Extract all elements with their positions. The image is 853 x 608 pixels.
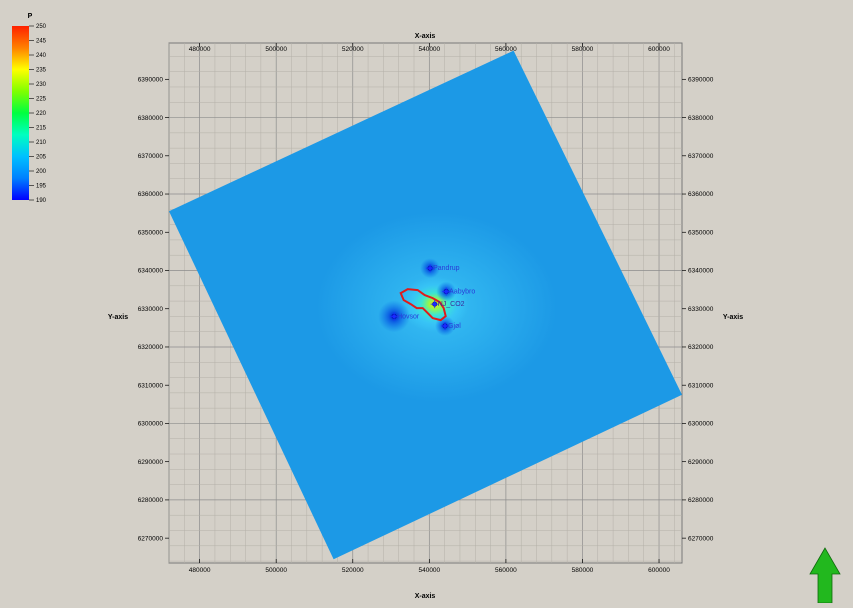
- colorbar-title: P: [28, 13, 33, 20]
- well-marker[interactable]: NJ_CO2: [430, 300, 465, 309]
- wells-layer: Pandrup Aabybro NJ_CO2 Gjøl Hovsor: [390, 264, 475, 330]
- y-tick-label: 6270000: [138, 535, 164, 542]
- colorbar-ticks: 250 245 240 235 230 225 220 215 210 205 200 195 190: [29, 24, 47, 204]
- colorbar-tick-label: 200: [36, 169, 47, 175]
- y-tick-label: 6340000: [138, 268, 164, 275]
- well-label: NJ_CO2: [438, 301, 465, 308]
- y-tick-label: 6320000: [138, 344, 164, 351]
- y-tick-label: 6280000: [138, 497, 164, 504]
- y-tick-label: 6390000: [688, 77, 714, 84]
- y-tick-label: 6330000: [688, 306, 714, 313]
- x-tick-label: 600000: [648, 567, 670, 574]
- y-axis-label-left: Y-axis: [108, 314, 128, 321]
- colorbar-tick-label: 230: [36, 82, 47, 88]
- y-tick-label: 6370000: [138, 153, 164, 160]
- y-tick-label: 6350000: [138, 229, 164, 236]
- y-tick-label: 6270000: [688, 535, 714, 542]
- x-tick-label: 540000: [418, 46, 440, 53]
- y-tick-label: 6300000: [138, 421, 164, 428]
- y-tick-label: 6290000: [688, 459, 714, 466]
- x-tick-label: 500000: [265, 567, 287, 574]
- x-tick-label: 580000: [572, 567, 594, 574]
- x-tick-label: 480000: [189, 46, 211, 53]
- x-tick-label: 540000: [418, 567, 440, 574]
- y-tick-label: 6300000: [688, 421, 714, 428]
- y-tick-label: 6290000: [138, 459, 164, 466]
- colorbar-tick-label: 215: [36, 126, 47, 132]
- well-marker[interactable]: Gjøl: [441, 321, 461, 330]
- colorbar-tick-label: 235: [36, 68, 47, 74]
- colorbar-tick-label: 205: [36, 155, 47, 161]
- y-tick-label: 6380000: [138, 115, 164, 122]
- y-tick-label: 6370000: [688, 153, 714, 160]
- x-tick-label: 480000: [189, 567, 211, 574]
- y-tick-label: 6330000: [138, 306, 164, 313]
- colorbar-scale: [12, 26, 29, 200]
- colorbar-tick-label: 225: [36, 97, 47, 103]
- well-label: Gjøl: [448, 323, 461, 330]
- co2-plume-outline[interactable]: [399, 288, 447, 322]
- x-tick-label: 520000: [342, 567, 364, 574]
- x-tick-label: 560000: [495, 46, 517, 53]
- x-tick-label: 580000: [572, 46, 594, 53]
- x-tick-label: 600000: [648, 46, 670, 53]
- y-tick-label: 6320000: [688, 344, 714, 351]
- y-tick-label: 6280000: [688, 497, 714, 504]
- axes: 480000 480000 500000 500000 520000 520000 5400…: [138, 43, 714, 574]
- well-marker[interactable]: Hovsor: [390, 312, 420, 321]
- well-marker[interactable]: Aabybro: [442, 287, 475, 296]
- y-tick-label: 6380000: [688, 115, 714, 122]
- colorbar-tick-label: 240: [36, 53, 47, 59]
- well-marker[interactable]: Pandrup: [426, 264, 460, 273]
- model-layer: Pandrup Aabybro NJ_CO2 Gjøl Hovsor: [169, 50, 682, 560]
- well-label: Pandrup: [433, 265, 460, 272]
- y-tick-label: 6360000: [688, 191, 714, 198]
- y-tick-label: 6390000: [138, 77, 164, 84]
- colorbar-tick-label: 250: [36, 24, 47, 30]
- colorbar-tick-label: 220: [36, 111, 47, 117]
- well-label: Hovsor: [397, 313, 420, 320]
- y-tick-label: 6360000: [138, 191, 164, 198]
- y-tick-label: 6350000: [688, 229, 714, 236]
- colorbar-tick-label: 245: [36, 39, 47, 45]
- x-axis-label-top: X-axis: [415, 33, 436, 40]
- colorbar-tick-label: 195: [36, 184, 47, 190]
- x-axis-label-bottom: X-axis: [415, 593, 436, 600]
- colorbar-tick-label: 190: [36, 198, 47, 204]
- well-label: Aabybro: [449, 289, 475, 296]
- colorbar-legend: P 250 245 240 235 230 225 220 215 210 205 200 195 19…: [12, 13, 47, 204]
- y-axis-label-right: Y-axis: [723, 314, 743, 321]
- y-tick-label: 6310000: [138, 382, 164, 389]
- colorbar-tick-label: 210: [36, 140, 47, 146]
- y-tick-label: 6310000: [688, 382, 714, 389]
- north-arrow-icon: [809, 547, 841, 604]
- x-tick-label: 560000: [495, 567, 517, 574]
- y-tick-label: 6340000: [688, 268, 714, 275]
- pressure-field: [316, 212, 557, 403]
- x-tick-label: 500000: [265, 46, 287, 53]
- x-tick-label: 520000: [342, 46, 364, 53]
